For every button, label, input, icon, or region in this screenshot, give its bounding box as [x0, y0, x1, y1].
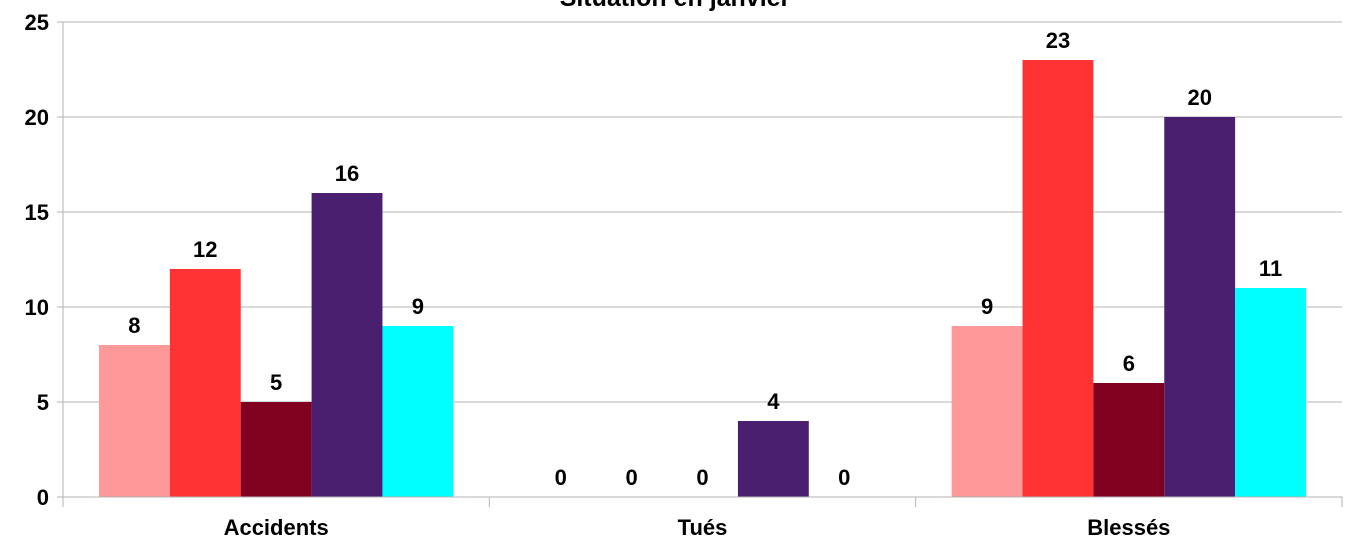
data-label: 0: [696, 465, 708, 490]
data-label: 5: [270, 370, 282, 395]
y-tick-label: 15: [25, 200, 49, 225]
gridlines: [63, 21, 1342, 403]
bar: [99, 345, 170, 497]
y-tick-label: 5: [37, 390, 49, 415]
y-tick-label: 10: [25, 295, 49, 320]
bar: [169, 269, 241, 497]
data-label: 9: [412, 294, 424, 319]
bar: [382, 326, 454, 497]
bar: [1164, 117, 1236, 497]
data-label: 4: [767, 389, 780, 414]
bar: [1235, 288, 1306, 497]
data-labels: 8 12 5 16 9 0 0 0 4 0 9 23 6 20 11: [128, 28, 1282, 490]
data-label: 6: [1123, 351, 1135, 376]
data-label: 11: [1259, 256, 1282, 281]
data-label: 0: [555, 465, 567, 490]
y-tick-label: 0: [37, 485, 49, 510]
bar: [1093, 383, 1165, 497]
bars: [99, 60, 1306, 497]
bar: [311, 193, 383, 497]
data-label: 23: [1046, 28, 1070, 53]
x-category-label: Blessés: [1087, 515, 1170, 540]
data-label: 0: [838, 465, 850, 490]
axes: 0 5 10 15 20 25 Accidents Tués Blessés: [25, 10, 1343, 540]
chart-title: Situation en janvier: [560, 0, 791, 12]
data-label: 20: [1187, 85, 1211, 110]
bar: [737, 421, 809, 497]
bar: [1022, 60, 1094, 497]
data-label: 0: [626, 465, 638, 490]
bar: [951, 326, 1023, 497]
x-category-label: Accidents: [224, 515, 329, 540]
y-tick-label: 20: [25, 105, 49, 130]
y-tick-label: 25: [25, 10, 49, 35]
data-label: 8: [128, 313, 140, 338]
data-label: 9: [981, 294, 993, 319]
data-label: 16: [335, 161, 359, 186]
x-category-label: Tués: [678, 515, 728, 540]
data-label: 12: [193, 237, 217, 262]
bar: [240, 402, 312, 497]
